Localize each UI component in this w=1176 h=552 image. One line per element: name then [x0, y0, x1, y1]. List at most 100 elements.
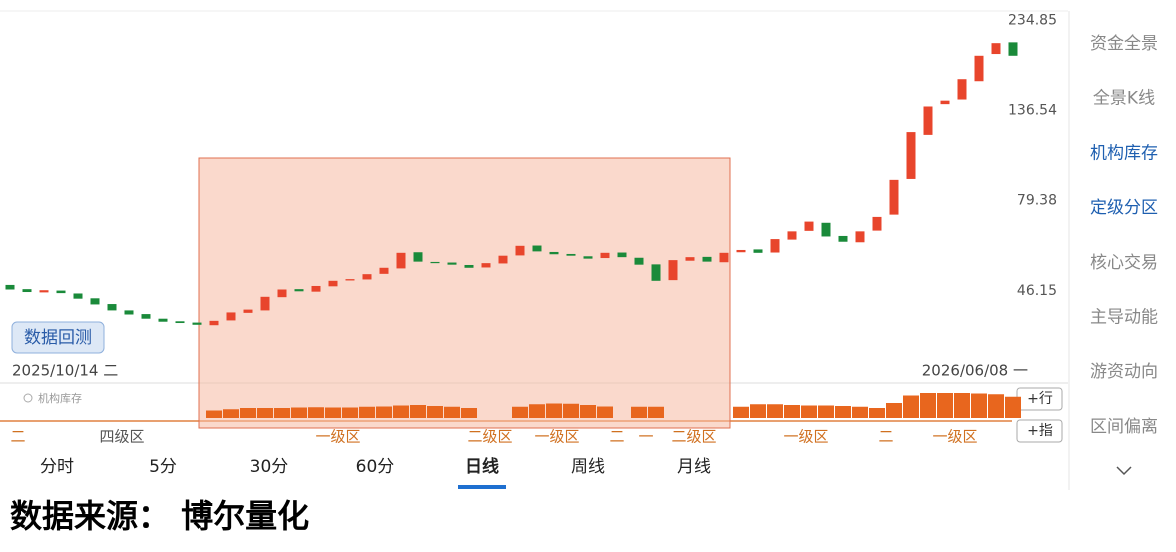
candle — [515, 245, 525, 256]
candle — [719, 252, 729, 263]
sidebar-item[interactable]: 机构库存 — [1090, 143, 1158, 163]
candle — [668, 260, 678, 281]
holding-bar — [971, 393, 987, 418]
period-tab[interactable]: 5分 — [149, 457, 177, 477]
candle — [90, 298, 100, 305]
candle — [974, 55, 984, 82]
holding-bar — [274, 408, 290, 418]
candle — [73, 293, 83, 299]
zone-label: 二 — [609, 428, 624, 446]
holding-bar — [512, 406, 528, 418]
candle — [260, 296, 270, 311]
period-tab[interactable]: 30分 — [250, 457, 289, 477]
candle — [855, 231, 865, 243]
holding-bar — [359, 406, 375, 418]
selected-range[interactable] — [198, 157, 731, 429]
holding-bar — [648, 406, 664, 418]
candle — [413, 252, 423, 262]
sidebar-item[interactable]: 定级分区 — [1090, 198, 1158, 218]
candle — [107, 304, 117, 311]
candle — [362, 274, 372, 280]
holding-bar — [835, 406, 851, 418]
candle — [702, 256, 712, 262]
candle — [226, 312, 236, 321]
add-row-label[interactable]: +行 — [1027, 391, 1053, 407]
holding-bar — [325, 407, 341, 418]
chevron-down[interactable] — [1116, 466, 1132, 476]
sidebar-item[interactable]: 资金全景 — [1090, 34, 1158, 54]
zone-label: 二级区 — [671, 428, 716, 446]
period-tab[interactable]: 周线 — [571, 457, 605, 477]
candle — [498, 255, 508, 264]
sidebar-item[interactable]: 区间偏离 — [1090, 417, 1158, 437]
period-tab[interactable]: 60分 — [356, 457, 395, 477]
period-tab[interactable]: 日线 — [465, 456, 499, 477]
candle — [770, 239, 780, 253]
zone-label: 二级区 — [467, 428, 512, 446]
candle — [209, 320, 219, 326]
active-tab-underline — [458, 485, 506, 489]
holding-bar — [920, 393, 936, 418]
candle — [175, 321, 185, 324]
sidebar-item[interactable]: 核心交易 — [1090, 253, 1158, 273]
candle — [532, 245, 542, 252]
sidebar-item[interactable]: 主导动能 — [1090, 308, 1158, 328]
period-tab[interactable]: 月线 — [677, 457, 711, 477]
candle — [124, 310, 134, 315]
candle — [22, 289, 32, 293]
backtest-button[interactable] — [11, 321, 105, 354]
holding-bar — [291, 407, 307, 418]
candle — [787, 231, 797, 240]
add-index-label[interactable]: +指 — [1027, 423, 1053, 439]
holding-bar — [784, 405, 800, 418]
zone-label: 四级区 — [99, 428, 144, 446]
y-tick-label: 79.38 — [1017, 193, 1057, 209]
candle — [243, 309, 253, 313]
holding-bar — [733, 406, 749, 418]
holding-bar — [988, 394, 1004, 418]
end-date: 2026/06/08 一 — [922, 362, 1028, 380]
holding-bar — [563, 403, 579, 418]
candle — [345, 279, 355, 281]
footer-source: 数据来源： 博尔量化 — [10, 497, 309, 535]
holding-bar — [223, 409, 239, 418]
y-tick-label: 136.54 — [1008, 103, 1057, 119]
candle — [328, 280, 338, 287]
candle — [294, 289, 304, 292]
candle — [940, 100, 950, 105]
holding-bar — [903, 395, 919, 418]
sidebar-item[interactable]: 全景K线 — [1093, 89, 1155, 109]
candle — [5, 284, 15, 290]
backtest-label[interactable]: 数据回测 — [24, 328, 92, 348]
holding-bar — [631, 406, 647, 418]
candle — [634, 257, 644, 265]
holding-bar — [818, 405, 834, 418]
holding-bar — [937, 393, 953, 418]
holdings-label: 机构库存 — [38, 391, 82, 405]
holding-bar — [206, 410, 222, 418]
sidebar-item[interactable]: 游资动向 — [1090, 362, 1158, 382]
holding-bar — [767, 404, 783, 418]
holding-bar — [427, 406, 443, 418]
holding-bar — [240, 408, 256, 418]
candle — [957, 79, 967, 100]
holding-bar — [852, 406, 868, 418]
zone-label: 二 — [10, 428, 25, 446]
candle — [447, 262, 457, 265]
holding-bar — [954, 393, 970, 418]
candle — [736, 249, 746, 253]
holding-bar — [886, 403, 902, 418]
period-tab[interactable]: 分时 — [40, 457, 74, 477]
zone-label: 一级区 — [783, 428, 828, 446]
candle — [379, 267, 389, 274]
zone-label: 一级区 — [315, 428, 360, 446]
holding-bar — [597, 406, 613, 418]
gear-icon — [23, 393, 33, 403]
candle — [141, 314, 151, 319]
add-index-button[interactable] — [1016, 419, 1063, 443]
candle — [158, 318, 168, 322]
holding-bar — [546, 403, 562, 418]
candle — [311, 285, 321, 292]
holding-bar — [444, 406, 460, 418]
